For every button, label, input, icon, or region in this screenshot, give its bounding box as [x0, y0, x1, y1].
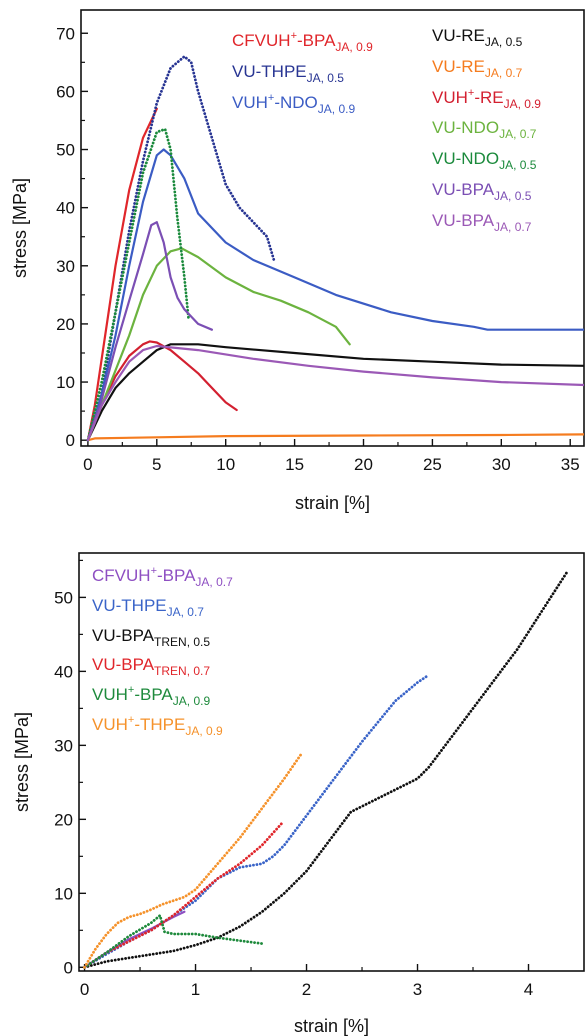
x-axis-label: strain [%] — [295, 493, 370, 513]
legend-entry: VUH+-THPEJA, 0.9 — [92, 714, 223, 738]
legend-entry: VU-BPATREN, 0.5 — [92, 626, 210, 649]
x-tick-label: 20 — [354, 455, 373, 474]
y-axis-label: stress [MPa] — [10, 178, 30, 278]
legend-entry: VUH+-BPAJA, 0.9 — [92, 684, 210, 708]
y-tick-label: 30 — [54, 736, 73, 755]
legend-entry: VU-THPEJA, 0.7 — [92, 596, 204, 619]
series-line — [86, 343, 584, 442]
legend-entry: VU-REJA, 0.7 — [432, 57, 523, 80]
y-tick-label: 20 — [54, 810, 73, 829]
legend-entry: VUH+-REJA, 0.9 — [432, 87, 541, 111]
series-line — [83, 914, 264, 969]
y-tick-label: 20 — [56, 315, 75, 334]
series-line — [86, 340, 238, 442]
y-tick-label: 30 — [56, 257, 75, 276]
legend-entry: VU-THPEJA, 0.5 — [232, 62, 344, 85]
x-tick-label: 35 — [561, 455, 580, 474]
y-tick-label: 50 — [56, 141, 75, 160]
legend-entry: VU-BPAJA, 0.5 — [432, 180, 532, 203]
y-tick-label: 0 — [64, 958, 73, 977]
plot-frame — [80, 9, 585, 447]
y-tick-label: 40 — [56, 199, 75, 218]
y-tick-label: 10 — [54, 884, 73, 903]
x-tick-label: 30 — [492, 455, 511, 474]
series-line — [86, 433, 584, 442]
x-axis-label: strain [%] — [294, 1016, 369, 1036]
series-line — [86, 221, 213, 442]
legend-entry: CFVUH+-BPAJA, 0.9 — [232, 30, 373, 54]
legend-entry: VU-BPAJA, 0.7 — [432, 211, 532, 234]
x-tick-label: 4 — [524, 980, 533, 999]
y-tick-label: 70 — [56, 24, 75, 43]
y-tick-label: 40 — [54, 662, 73, 681]
series-line — [83, 751, 304, 969]
x-tick-label: 3 — [413, 980, 422, 999]
chart-1: 0 5 10 15 20 25 30 35 0 10 20 30 40 50 60 70 strain [%] s… — [10, 9, 585, 513]
series-line — [86, 107, 158, 442]
legend-entry: VU-REJA, 0.5 — [432, 26, 523, 49]
legend-entry: VU-BPATREN, 0.7 — [92, 655, 210, 678]
y-tick-label: 0 — [66, 431, 75, 450]
x-tick-label: 15 — [285, 455, 304, 474]
plot-frame — [78, 552, 585, 972]
series-line — [86, 127, 190, 442]
legend-entry: VU-NDOJA, 0.7 — [432, 118, 537, 141]
series-line — [83, 821, 284, 969]
x-tick-label: 0 — [83, 455, 92, 474]
y-axis-label: stress [MPa] — [12, 712, 32, 812]
x-tick-label: 25 — [423, 455, 442, 474]
series-line — [83, 570, 569, 969]
series-line — [86, 148, 584, 442]
legend-entry: VUH+-NDOJA, 0.9 — [232, 92, 355, 116]
y-tick-label: 10 — [56, 373, 75, 392]
x-tick-label: 2 — [302, 980, 311, 999]
x-tick-label: 10 — [216, 455, 235, 474]
series-line — [86, 344, 584, 442]
series-line — [83, 673, 431, 969]
y-tick-label: 50 — [54, 588, 73, 607]
x-tick-label: 5 — [152, 455, 161, 474]
y-tick-label: 60 — [56, 82, 75, 101]
x-tick-label: 1 — [191, 980, 200, 999]
legend-entry: VU-NDOJA, 0.5 — [432, 149, 537, 172]
x-tick-label: 0 — [80, 980, 89, 999]
legend-entry: CFVUH+-BPAJA, 0.7 — [92, 565, 233, 589]
